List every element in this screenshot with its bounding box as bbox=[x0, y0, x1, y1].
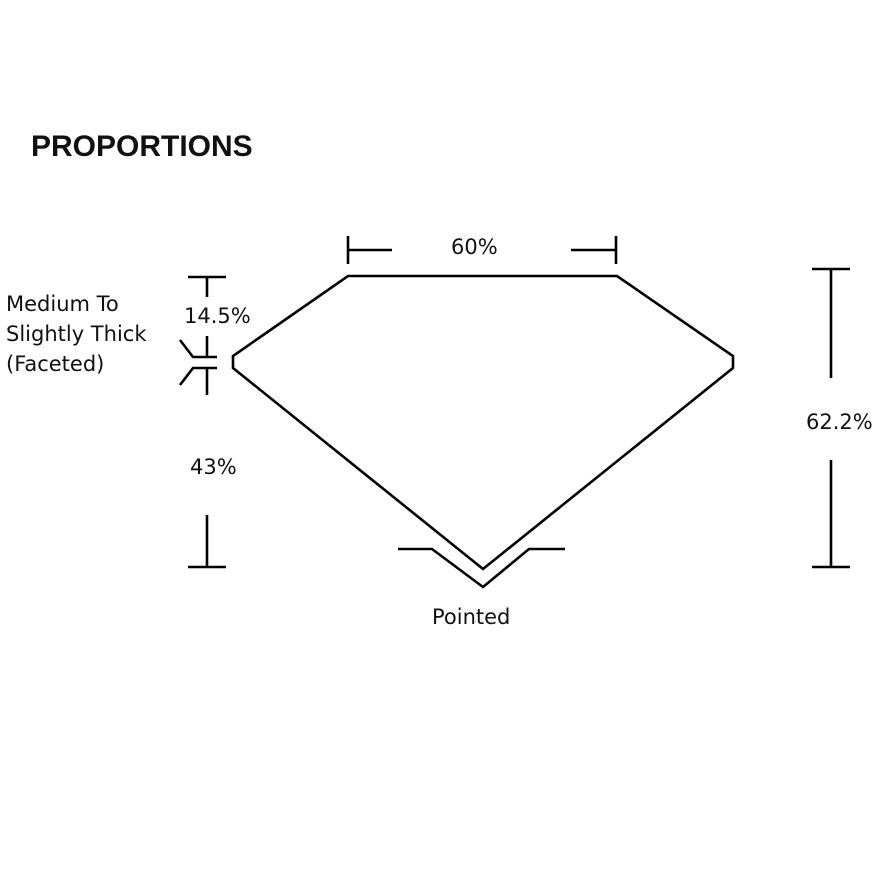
girdle-label-line3: (Faceted) bbox=[6, 352, 105, 376]
diamond-outline bbox=[231, 274, 735, 571]
pavilion-dimension-marker bbox=[188, 515, 226, 569]
girdle-marker bbox=[178, 336, 217, 395]
culet-marker bbox=[398, 547, 565, 589]
crown-dimension-marker bbox=[188, 275, 226, 297]
table-dimension-marker bbox=[346, 236, 618, 264]
table-percent-label: 60% bbox=[451, 235, 498, 259]
pavilion-percent-label: 43% bbox=[190, 455, 237, 479]
culet-label: Pointed bbox=[432, 605, 511, 629]
crown-percent-label: 14.5% bbox=[184, 304, 251, 328]
total-depth-label: 62.2% bbox=[806, 410, 873, 434]
girdle-label-line1: Medium To bbox=[6, 292, 119, 316]
girdle-label-line2: Slightly Thick bbox=[6, 322, 147, 346]
total-depth-marker bbox=[812, 267, 850, 569]
page-title: PROPORTIONS bbox=[31, 130, 253, 163]
